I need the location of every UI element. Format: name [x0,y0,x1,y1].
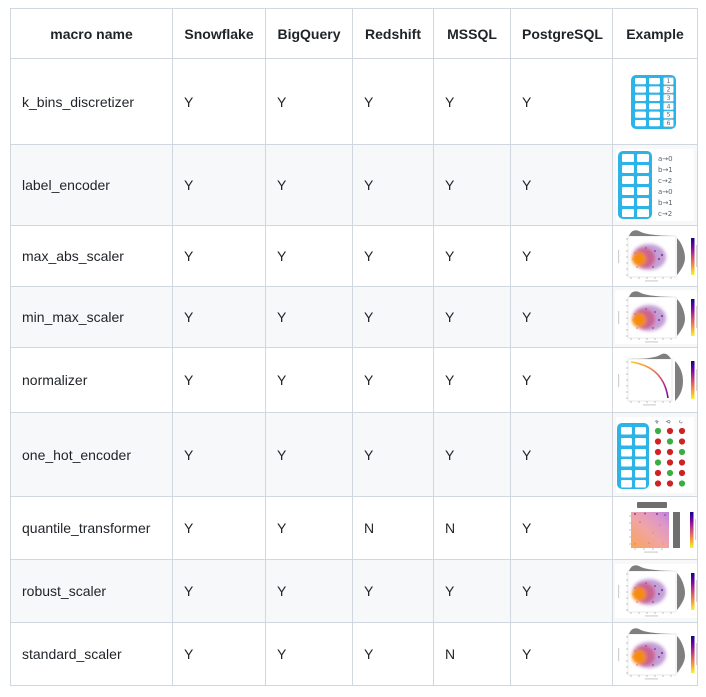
macro-support-table: macro name Snowflake BigQuery Redshift M… [10,8,698,686]
cell-bigquery: Y [265,622,353,686]
cell-example [612,496,698,560]
table-row-normalizer: normalizer Y Y Y Y Y [10,347,698,413]
column-header-example: Example [612,8,698,59]
cell-redshift: Y [352,412,434,497]
table-row-quantile-transformer: quantile_transformer Y Y N N Y [10,496,698,560]
cell-example [612,144,698,226]
binned-table-example-image [629,74,681,130]
cell-snowflake: Y [172,225,266,287]
cell-bigquery: Y [265,225,353,287]
cell-postgresql: Y [510,144,613,226]
cell-snowflake: Y [172,622,266,686]
cell-macro-name: max_abs_scaler [10,225,173,287]
cell-example [612,412,698,497]
cell-postgresql: Y [510,622,613,686]
table-row-one-hot-encoder: one_hot_encoder Y Y Y Y Y [10,412,698,497]
header-row: macro name Snowflake BigQuery Redshift M… [10,8,698,59]
cell-bigquery: Y [265,58,353,145]
cell-redshift: Y [352,58,434,145]
table-row-robust-scaler: robust_scaler Y Y Y Y Y [10,559,698,623]
table-row-label-encoder: label_encoder Y Y Y Y Y [10,144,698,226]
column-header-mssql: MSSQL [433,8,511,59]
cell-snowflake: Y [172,144,266,226]
cell-mssql: Y [433,286,511,348]
label-mapping-table-example-image [616,149,694,221]
column-header-bigquery: BigQuery [265,8,353,59]
cell-example [612,622,698,686]
cell-snowflake: Y [172,559,266,623]
cell-postgresql: Y [510,286,613,348]
table-row-k-bins-discretizer: k_bins_discretizer Y Y Y Y Y [10,58,698,145]
scatter-jointplot-example-image [615,627,698,681]
cell-redshift: Y [352,622,434,686]
cell-snowflake: Y [172,412,266,497]
cell-example [612,58,698,145]
cell-example [612,559,698,623]
cell-redshift: Y [352,347,434,413]
cell-macro-name: label_encoder [10,144,173,226]
column-header-macro-name: macro name [10,8,173,59]
cell-redshift: N [352,496,434,560]
cell-snowflake: Y [172,347,266,413]
cell-redshift: Y [352,559,434,623]
column-header-snowflake: Snowflake [172,8,266,59]
cell-example [612,347,698,413]
cell-bigquery: Y [265,559,353,623]
cell-macro-name: normalizer [10,347,173,413]
cell-postgresql: Y [510,559,613,623]
cell-example [612,225,698,287]
cell-snowflake: Y [172,58,266,145]
table-row-min-max-scaler: min_max_scaler Y Y Y Y Y [10,286,698,348]
cell-mssql: Y [433,559,511,623]
cell-postgresql: Y [510,496,613,560]
cell-mssql: Y [433,144,511,226]
cell-mssql: Y [433,225,511,287]
column-header-redshift: Redshift [352,8,434,59]
scatter-jointplot-example-image [615,290,698,344]
cell-macro-name: k_bins_discretizer [10,58,173,145]
cell-macro-name: one_hot_encoder [10,412,173,497]
scatter-jointplot-example-image [615,564,698,618]
cell-redshift: Y [352,286,434,348]
cell-macro-name: min_max_scaler [10,286,173,348]
cell-bigquery: Y [265,412,353,497]
cell-bigquery: Y [265,496,353,560]
cell-mssql: N [433,496,511,560]
cell-redshift: Y [352,225,434,287]
quantile-heatmap-example-image [615,500,698,556]
cell-mssql: Y [433,58,511,145]
cell-postgresql: Y [510,347,613,413]
one-hot-dots-table-example-image [616,417,694,493]
cell-postgresql: Y [510,412,613,497]
cell-bigquery: Y [265,144,353,226]
cell-redshift: Y [352,144,434,226]
cell-snowflake: Y [172,496,266,560]
cell-macro-name: standard_scaler [10,622,173,686]
cell-mssql: Y [433,347,511,413]
cell-snowflake: Y [172,286,266,348]
column-header-postgresql: PostgreSQL [510,8,613,59]
scatter-jointplot-example-image [615,229,698,283]
cell-macro-name: robust_scaler [10,559,173,623]
cell-mssql: N [433,622,511,686]
table-row-standard-scaler: standard_scaler Y Y Y N Y [10,622,698,686]
cell-postgresql: Y [510,225,613,287]
cell-bigquery: Y [265,286,353,348]
cell-postgresql: Y [510,58,613,145]
cell-example [612,286,698,348]
cell-macro-name: quantile_transformer [10,496,173,560]
curve-jointplot-example-image [615,351,698,409]
cell-bigquery: Y [265,347,353,413]
cell-mssql: Y [433,412,511,497]
table-row-max-abs-scaler: max_abs_scaler Y Y Y Y Y [10,225,698,287]
